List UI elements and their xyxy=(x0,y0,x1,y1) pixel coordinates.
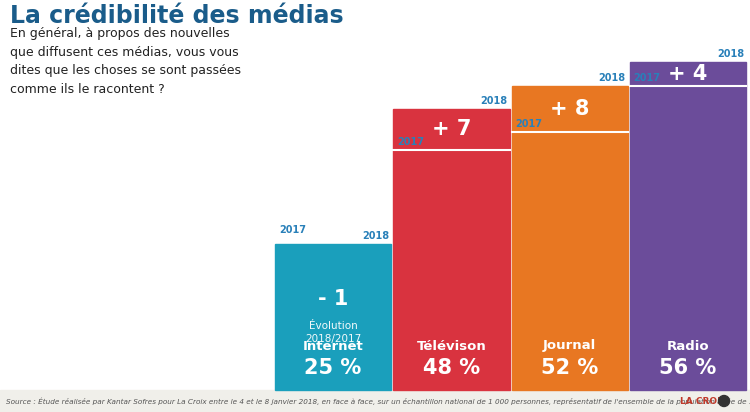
Text: La crédibilité des médias: La crédibilité des médias xyxy=(10,4,344,28)
Text: 2018: 2018 xyxy=(717,49,744,59)
Text: 52 %: 52 % xyxy=(541,358,598,378)
Bar xyxy=(512,86,628,390)
Bar xyxy=(0,390,750,412)
Text: Radio: Radio xyxy=(667,339,710,353)
Text: Journal: Journal xyxy=(543,339,596,353)
Text: + 8: + 8 xyxy=(550,99,590,119)
Text: 2017: 2017 xyxy=(279,225,306,235)
Bar xyxy=(393,109,509,390)
Bar xyxy=(630,62,746,390)
Text: 48 %: 48 % xyxy=(423,358,480,378)
Text: 2018: 2018 xyxy=(480,96,508,106)
Text: Internet: Internet xyxy=(303,339,364,353)
Text: - 1: - 1 xyxy=(318,289,348,309)
Text: 2017: 2017 xyxy=(515,119,542,129)
Bar xyxy=(275,243,392,390)
Text: 56 %: 56 % xyxy=(659,358,716,378)
Text: 2017: 2017 xyxy=(634,73,661,82)
Text: Télévison: Télévison xyxy=(416,339,486,353)
Text: Évolution
2018/2017: Évolution 2018/2017 xyxy=(305,321,362,344)
Text: En général, à propos des nouvelles
que diffusent ces médias, vous vous
dites que: En général, à propos des nouvelles que d… xyxy=(10,27,241,96)
Text: 2017: 2017 xyxy=(398,137,424,147)
Text: + 4: + 4 xyxy=(668,64,707,84)
Text: 2018: 2018 xyxy=(362,231,389,241)
Circle shape xyxy=(718,396,730,407)
Text: LA CROIX: LA CROIX xyxy=(680,396,728,405)
Text: Source : Étude réalisée par Kantar Sofres pour La Croix entre le 4 et le 8 janvi: Source : Étude réalisée par Kantar Sofre… xyxy=(6,397,750,405)
Text: 25 %: 25 % xyxy=(304,358,361,378)
Text: + 7: + 7 xyxy=(432,119,471,139)
Text: 2018: 2018 xyxy=(598,73,625,82)
